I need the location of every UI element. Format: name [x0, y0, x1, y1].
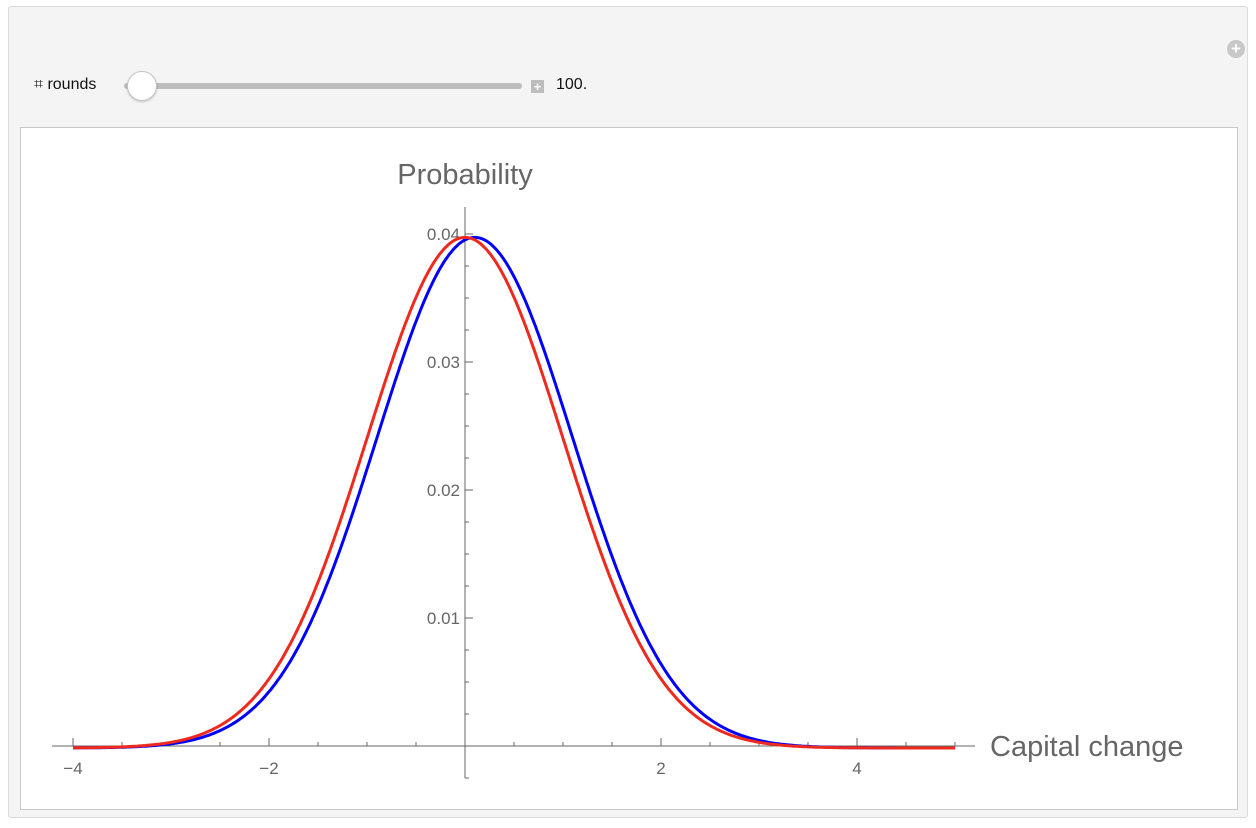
y-tick-label: 0.01: [427, 609, 460, 628]
y-tick-label: 0.04: [427, 225, 460, 244]
plus-circle-icon[interactable]: +: [1227, 40, 1245, 58]
x-tick-label: 2: [656, 759, 665, 778]
x-tick-label: 4: [852, 759, 861, 778]
slider-thumb[interactable]: [127, 71, 157, 101]
y-tick-label: 0.03: [427, 353, 460, 372]
series-0-curve: [73, 235, 955, 750]
plus-icon[interactable]: +: [531, 80, 544, 93]
x-tick-label: −2: [259, 759, 278, 778]
plot-area: [20, 127, 1238, 810]
slider-label: ⌗ rounds: [34, 76, 97, 93]
x-axis-label: Capital change: [990, 731, 1183, 763]
rounds-slider[interactable]: [124, 83, 522, 89]
x-tick-label: −4: [63, 759, 82, 778]
series-1-curve: [73, 235, 955, 750]
y-axis-label: Probability: [397, 159, 533, 191]
y-tick-label: 0.02: [427, 481, 460, 500]
slider-value: 100.: [556, 76, 588, 93]
